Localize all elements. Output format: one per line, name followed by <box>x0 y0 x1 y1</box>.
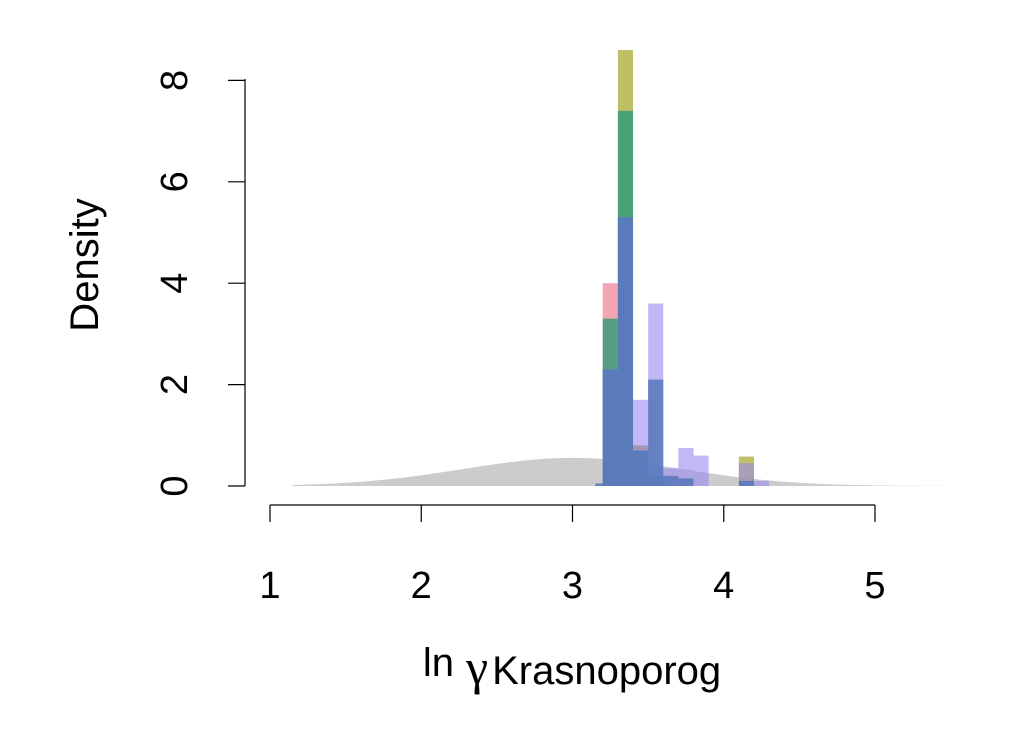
y-tick-label-0: 0 <box>154 475 196 496</box>
x-axis-label-symbol: γ <box>465 639 488 695</box>
histogram-bar-series-5-bin-8 <box>738 480 755 486</box>
x-tick-label-4: 4 <box>713 565 734 607</box>
y-tick-label-2: 2 <box>154 374 196 395</box>
x-tick-label-3: 3 <box>562 565 583 607</box>
histogram-bar-series-5-bin-3 <box>617 217 634 487</box>
x-axis-label-prefix: ln <box>423 641 454 685</box>
x-tick-label-5: 5 <box>864 565 885 607</box>
x-tick-label-2: 2 <box>411 565 432 607</box>
histogram-bar-series-5-bin-7 <box>678 478 694 486</box>
histogram-bar-series-4-bin-7 <box>693 455 709 486</box>
x-tick-label-1: 1 <box>259 565 280 607</box>
histogram-bar-series-5-bin-4 <box>633 450 649 486</box>
x-axis: 1 2 3 4 5 <box>259 504 886 607</box>
y-axis-label: Density <box>63 198 107 331</box>
histogram-bar-series-4-bin-8 <box>738 463 755 486</box>
histogram-bar-series-4-bin-9 <box>754 480 770 486</box>
y-tick-label-6: 6 <box>154 171 196 192</box>
x-axis-label-subscript: Krasnoporog <box>492 649 721 693</box>
y-tick-label-8: 8 <box>154 70 196 91</box>
histogram-bar-series-5-bin-2 <box>602 369 618 486</box>
y-tick-label-4: 4 <box>154 273 196 294</box>
histogram-bar-series-4-bin-6 <box>678 447 694 486</box>
histogram-bar-series-5-bin-5 <box>648 379 664 486</box>
x-axis-label: ln γ Krasnoporog <box>423 639 721 695</box>
y-axis: 0 2 4 6 8 <box>154 70 246 497</box>
histogram-bars-layer <box>595 49 770 487</box>
histogram-bar-series-5-bin-1 <box>595 483 603 486</box>
histogram-bar-series-5-bin-6 <box>663 475 679 486</box>
